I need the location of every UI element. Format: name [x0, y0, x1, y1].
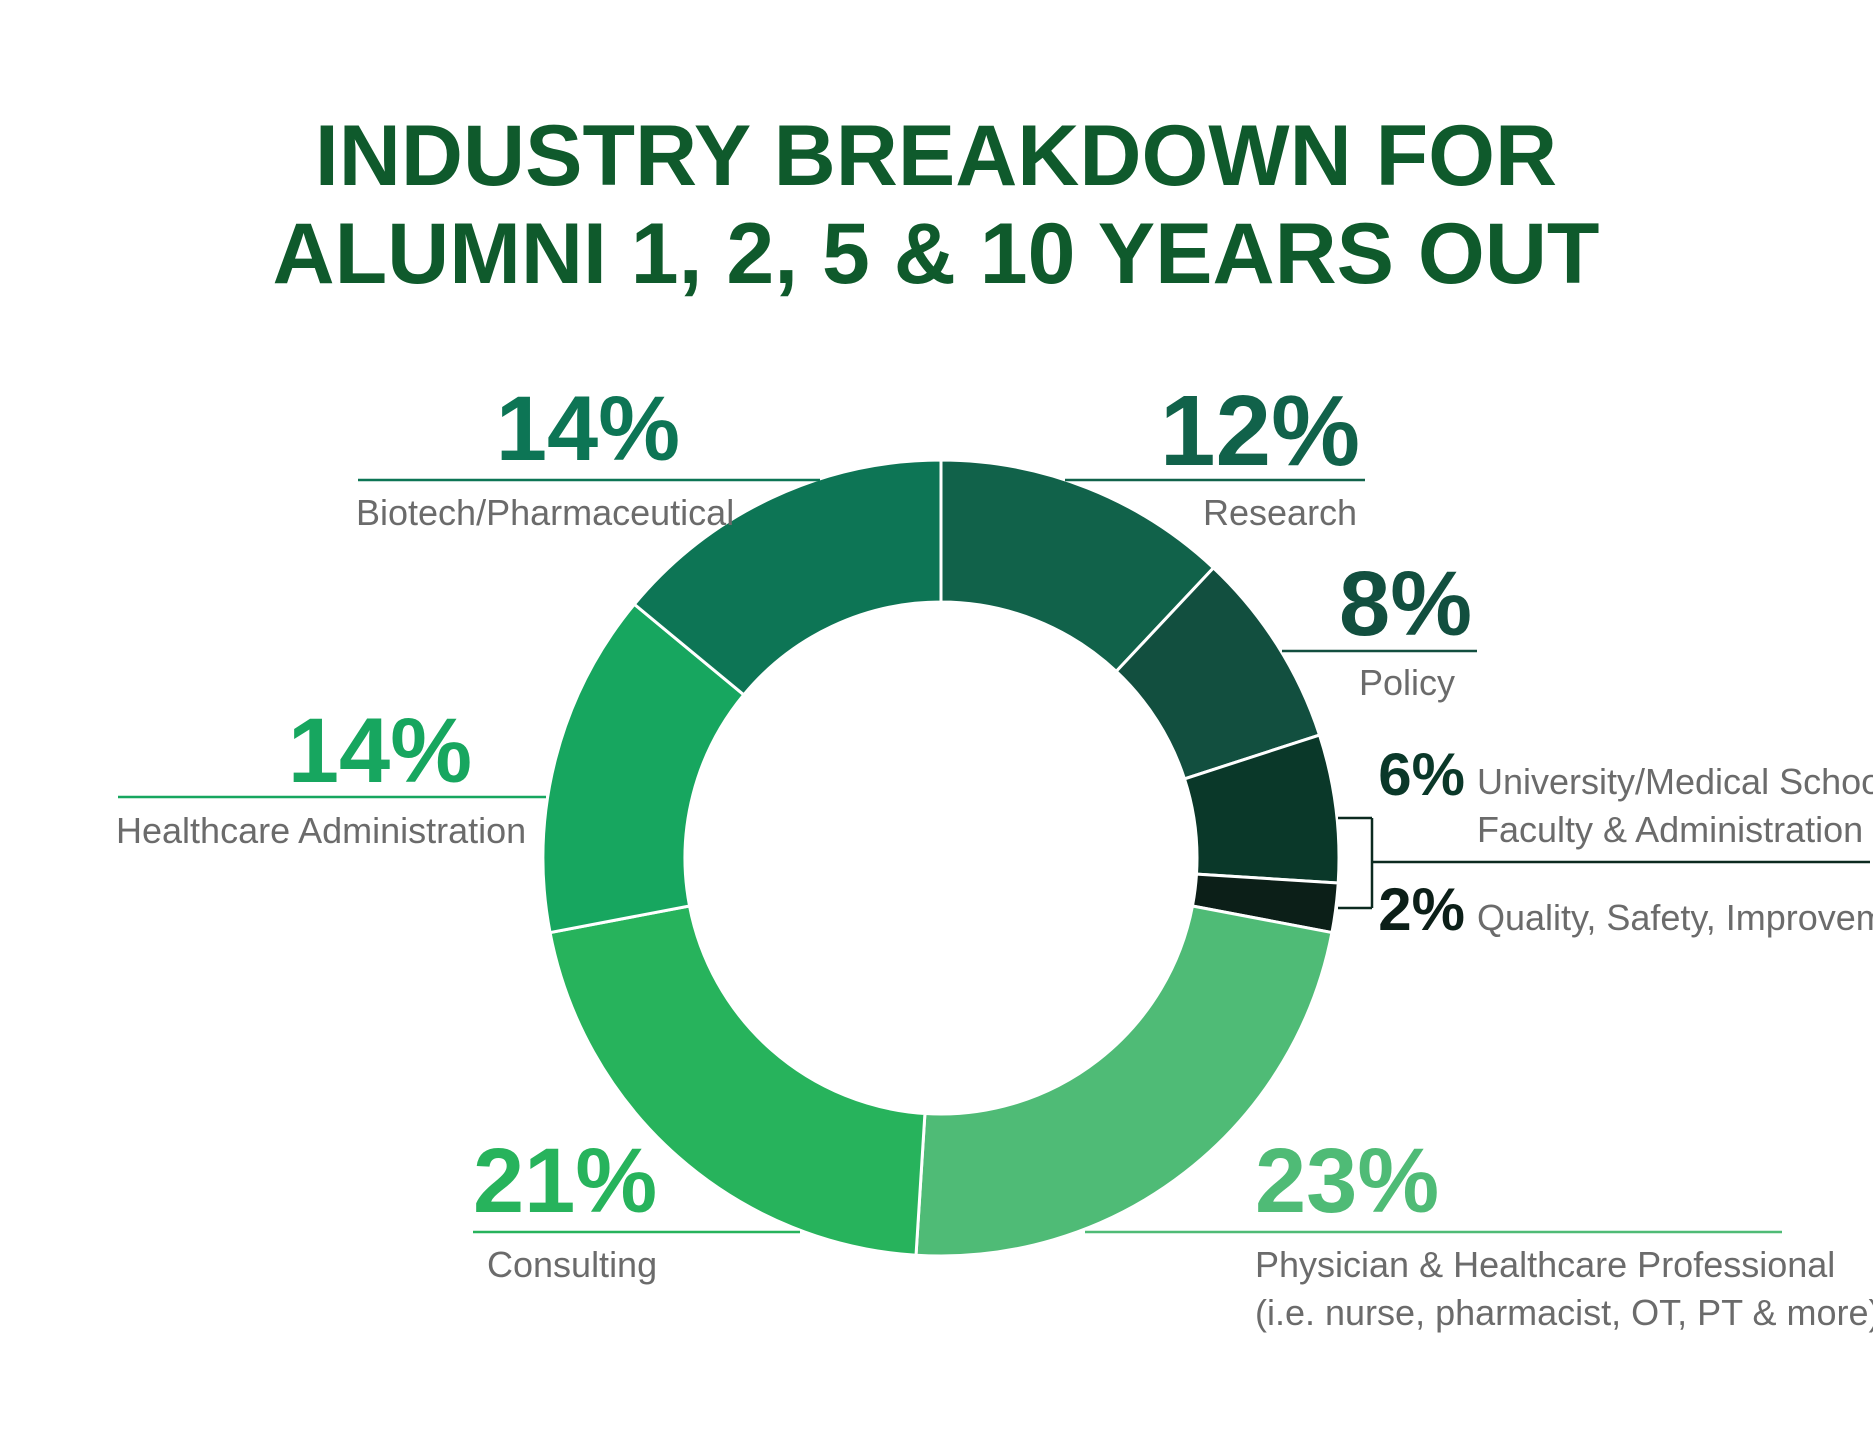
pct-label-healthcare-administration: 14%	[288, 700, 472, 802]
slice-healthcare-administration	[541, 602, 746, 935]
donut-slices	[541, 458, 1341, 1258]
pct-label-consulting: 21%	[473, 1130, 657, 1232]
pct-label-biotech-pharmaceutical: 14%	[496, 378, 680, 480]
pct-label-policy: 8%	[1339, 553, 1472, 655]
category-label-university-medical-schools-faculty-administration-line-1: University/Medical Schools,	[1477, 761, 1873, 802]
category-label-university-medical-schools-faculty-administration-line-2: Faculty & Administration	[1477, 809, 1863, 850]
pct-label-university-medical-schools-faculty-administration: 6%	[1378, 741, 1465, 808]
pct-label-research: 12%	[1160, 375, 1360, 487]
slice-consulting	[548, 904, 927, 1257]
category-label-physician-healthcare-professional-i-e-nurse-pharmacist-ot-pt-more-line-2: (i.e. nurse, pharmacist, OT, PT & more)	[1255, 1292, 1873, 1333]
pct-label-quality-safety-improvement: 2%	[1378, 876, 1465, 943]
slice-labels: 12% Research 8% Policy 6% University/Medical …	[116, 375, 1873, 1333]
slice-biotech-pharmaceutical	[632, 458, 943, 697]
slice-physician-healthcare-professional-i-e-nurse-pharmacist-ot-pt-more	[914, 904, 1334, 1258]
category-label-physician-healthcare-professional-i-e-nurse-pharmacist-ot-pt-more-line-1: Physician & Healthcare Professional	[1255, 1244, 1835, 1285]
chart-title-line-1: INDUSTRY BREAKDOWN FOR	[315, 108, 1557, 204]
category-label-quality-safety-improvement: Quality, Safety, Improvement	[1477, 897, 1873, 938]
category-label-research: Research	[1203, 492, 1357, 533]
category-label-consulting: Consulting	[487, 1244, 657, 1285]
category-label-healthcare-administration: Healthcare Administration	[116, 810, 526, 851]
chart-title-line-2: ALUMNI 1, 2, 5 & 10 YEARS OUT	[273, 206, 1600, 302]
category-label-policy: Policy	[1359, 662, 1455, 703]
leader-lines	[118, 478, 1870, 1234]
category-label-biotech-pharmaceutical: Biotech/Pharmaceutical	[356, 492, 734, 533]
pct-label-physician-healthcare-professional-i-e-nurse-pharmacist-ot-pt-more: 23%	[1255, 1130, 1439, 1232]
